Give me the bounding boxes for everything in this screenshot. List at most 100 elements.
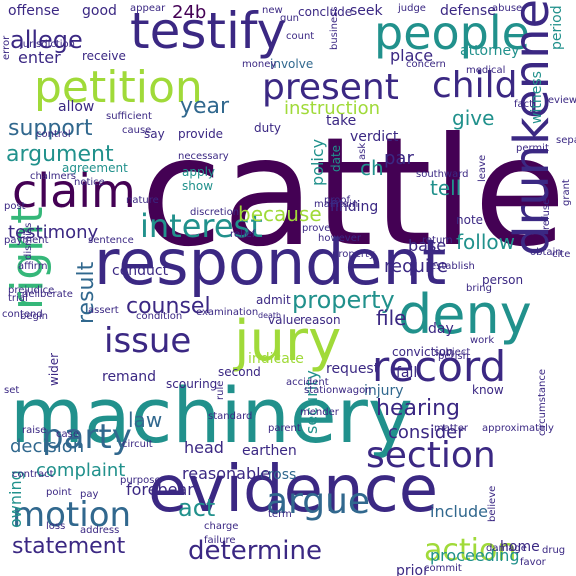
word-party: party: [42, 417, 132, 457]
word-provide: provide: [178, 127, 224, 141]
word-condition: condition: [136, 311, 183, 322]
word-gun: gun: [280, 13, 300, 24]
word-chalmers: chalmers: [30, 171, 76, 182]
word-examination: examination: [196, 307, 259, 318]
word-enter: enter: [18, 48, 61, 67]
word-proof: proof: [324, 195, 350, 206]
word-cause: cause: [122, 125, 152, 136]
word-however: however: [318, 233, 361, 244]
word-circuit: circuit: [122, 439, 153, 450]
word-perish: perish: [438, 351, 469, 362]
word-act: act: [178, 494, 216, 522]
word-instruction: instruction: [284, 98, 381, 119]
word-affirm: affirm: [18, 261, 48, 272]
word-error: error: [1, 35, 12, 60]
word-cattle: cattle: [140, 106, 566, 280]
word-apply: apply: [182, 165, 216, 179]
word-cite: cite: [552, 249, 571, 260]
word-duty: duty: [254, 121, 282, 135]
word-concern: concern: [406, 59, 446, 70]
word-seek: seek: [350, 3, 383, 19]
word-nature: nature: [126, 195, 159, 206]
word-jurisdiction: jurisdiction: [20, 39, 75, 50]
word-motion: motion: [12, 495, 132, 535]
word-purpose: purpose: [120, 475, 161, 486]
word-action: action: [424, 533, 517, 568]
word-assert: assert: [88, 305, 119, 316]
word-include: include: [430, 502, 488, 521]
word-judge: judge: [398, 3, 426, 14]
word-value: value: [268, 313, 301, 327]
word-require: require: [384, 256, 448, 277]
word-favor: favor: [520, 557, 546, 568]
word-head: head: [184, 438, 224, 457]
word-attorney: attorney: [460, 43, 520, 59]
word-work: work: [470, 335, 495, 346]
word-injury: injury: [364, 383, 404, 399]
word-payment: payment: [4, 235, 49, 246]
word-admit: admit: [256, 293, 291, 307]
word-term: term: [268, 509, 292, 520]
word-stationwagon: stationwagon: [304, 385, 372, 396]
word-contend: contend: [2, 309, 43, 320]
word-property: property: [292, 286, 395, 314]
word-testimony: testimony: [8, 222, 99, 243]
word-necessary: necessary: [178, 151, 229, 162]
word-argument: argument: [6, 142, 114, 167]
word-commit: commit: [424, 563, 462, 574]
word-failure: failure: [204, 535, 236, 546]
word-par: par: [384, 148, 414, 169]
word-grant: grant: [561, 179, 572, 206]
word-respondent: respondent: [94, 226, 447, 299]
word-allow: allow: [58, 99, 95, 115]
word-child: child: [432, 65, 518, 106]
word-sentence: sentence: [88, 235, 134, 246]
word-appear: appear: [130, 3, 166, 14]
word-new: new: [262, 5, 283, 16]
word-evidence: evidence: [148, 453, 439, 527]
word-finding: finding: [330, 199, 379, 215]
word-place: place: [390, 46, 434, 65]
word-matter: matter: [434, 423, 468, 434]
word-receive: receive: [82, 49, 126, 63]
word-person: person: [482, 273, 524, 287]
word-involve: involve: [270, 57, 314, 71]
word-tell: tell: [430, 176, 462, 200]
word-drug: drug: [542, 545, 566, 556]
word-period: period: [549, 5, 565, 50]
word-standard: standard: [208, 411, 253, 422]
word-policy: policy: [308, 138, 327, 186]
word-because: because: [238, 202, 322, 226]
word-scouring: scouring: [166, 377, 218, 391]
word-property: property: [332, 249, 375, 260]
word-refuse: refuse: [541, 198, 552, 230]
word-contract: contract: [12, 469, 54, 480]
word-believe: believe: [487, 485, 498, 522]
word-abuse: abuse: [492, 3, 523, 14]
word-reason: reason: [300, 313, 341, 327]
word-record: record: [372, 342, 507, 391]
word-set: set: [4, 385, 20, 396]
word-section: section: [366, 435, 496, 476]
word-discretion: discretion: [190, 207, 240, 218]
word-case: case: [56, 429, 79, 440]
word-medical: medical: [466, 65, 506, 76]
word-people: people: [374, 6, 530, 60]
word-argue: argue: [266, 481, 371, 522]
word-loss: loss: [46, 521, 66, 532]
word-maintain: maintain: [314, 199, 359, 210]
word-agreement: agreement: [62, 161, 128, 175]
word-say: say: [144, 127, 165, 141]
word-subject: subject: [434, 347, 471, 358]
word-prove: prove: [302, 223, 331, 234]
word-approximately: approximately: [482, 423, 554, 434]
word-post: post: [4, 201, 26, 212]
word-conduct: conduct: [112, 263, 169, 279]
word-witness: witness: [529, 71, 545, 124]
word-parent: parent: [268, 423, 301, 434]
word-forebear: forebear: [126, 480, 194, 499]
word-determine: determine: [188, 536, 322, 566]
word-date: date: [329, 144, 343, 172]
word-ch: ch: [360, 156, 384, 180]
word-wider: wider: [47, 352, 61, 386]
